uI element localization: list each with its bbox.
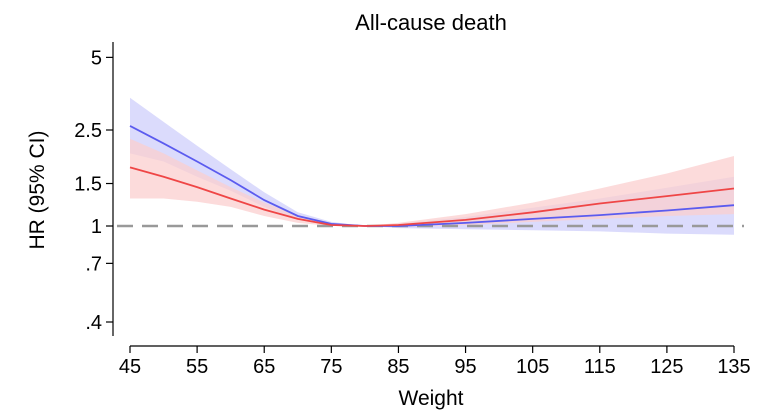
x-tick-label: 105 xyxy=(516,356,549,378)
x-tick-label: 115 xyxy=(584,356,616,378)
plot-area: .4 .7 1 1.5 2.5 5 45 55 65 75 85 95 105 115 125 135 xyxy=(74,42,751,378)
x-tick-label: 65 xyxy=(253,356,275,378)
y-axis-title: HR (95% CI) xyxy=(26,130,49,249)
x-tick-label: 75 xyxy=(320,356,342,378)
y-tick-label: .4 xyxy=(85,312,102,334)
y-tick-label: .7 xyxy=(85,253,102,275)
x-tick-label: 85 xyxy=(387,356,409,378)
confidence-band-1 xyxy=(130,97,734,235)
y-tick-label: 1.5 xyxy=(74,174,102,196)
x-tick-label: 95 xyxy=(454,356,476,378)
y-tick-label: 5 xyxy=(91,47,102,69)
x-tick-label: 45 xyxy=(119,356,141,378)
chart-title: All-cause death xyxy=(355,10,507,35)
y-tick-label: 2.5 xyxy=(74,120,102,142)
x-axis-title: Weight xyxy=(399,387,464,410)
x-tick-label: 55 xyxy=(186,356,208,378)
series-line-2 xyxy=(129,166,735,227)
y-tick-label: 1 xyxy=(91,216,102,238)
x-tick-label: 125 xyxy=(650,356,683,378)
confidence-band-2 xyxy=(130,138,734,228)
x-tick-label: 135 xyxy=(717,356,750,378)
